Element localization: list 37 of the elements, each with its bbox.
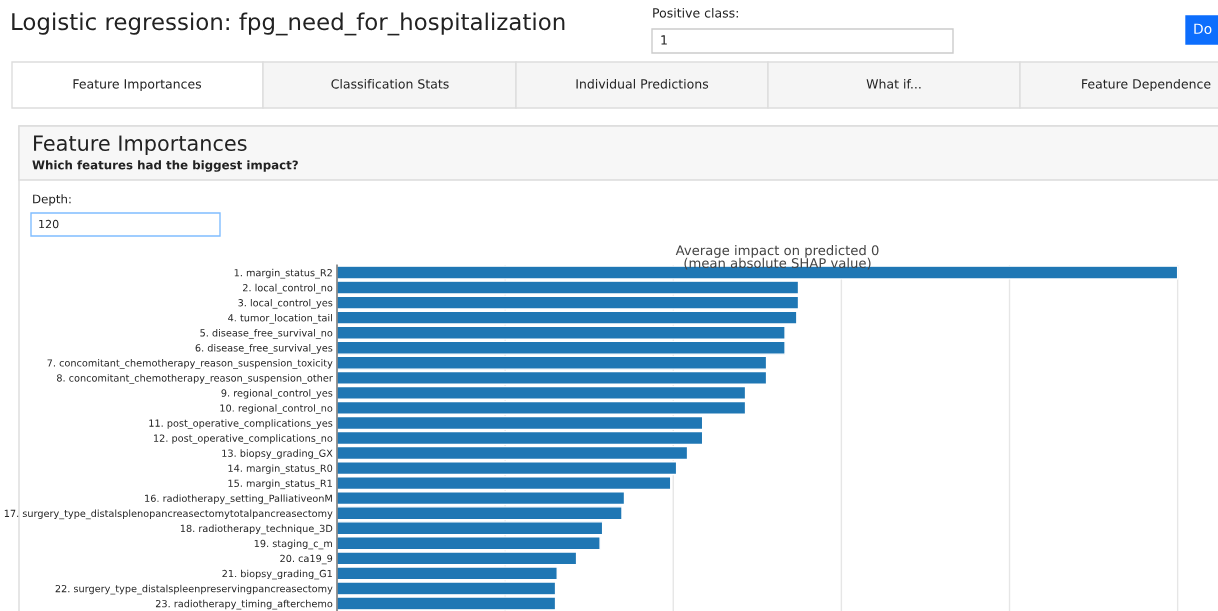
text: Individual Predictions — [576, 78, 709, 89]
y-tick-label: 23. radiotherapy_timing_afterchemo — [155, 599, 333, 610]
text: Which features had the biggest impact? — [32, 160, 298, 172]
text: Logistic regression: fpg_need_for_hospitalization — [12, 12, 565, 36]
text: 120 — [39, 219, 59, 229]
y-tick-label: 5. disease_free_survival_no — [200, 329, 333, 339]
y-tick-label: 20. ca19_9 — [280, 554, 333, 565]
y-tick-label: 14. margin_status_R0 — [228, 464, 333, 475]
y-tick-label: 13. biopsy_grading_GX — [222, 449, 333, 460]
text: 1 — [661, 35, 667, 45]
y-tick-label: 21. biopsy_grading_G1 — [222, 569, 332, 580]
y-tick-label: 6. disease_free_survival_yes — [195, 344, 333, 354]
y-tick-label: 7. concomitant_chemotherapy_reason_suspension_toxicity — [47, 359, 333, 369]
text: Classification Stats — [331, 78, 449, 89]
y-tick-label: 4. tumor_location_tail — [228, 313, 332, 324]
text: Do — [1194, 23, 1212, 35]
y-tick-label: 8. concomitant_chemotherapy_reason_suspension_other — [57, 374, 333, 384]
y-tick-label: 3. local_control_yes — [238, 298, 333, 309]
text: Depth: — [33, 194, 71, 206]
y-tick-label: 15. margin_status_R1 — [228, 479, 332, 490]
y-tick-label: 2. local_control_no — [243, 283, 333, 294]
text: Feature Importances — [34, 135, 247, 156]
y-tick-label: 1. margin_status_R2 — [234, 268, 332, 279]
text: Feature Dependence — [1082, 78, 1211, 92]
y-tick-label: 19. staging_c_m — [254, 539, 333, 550]
text: Feature Importances — [73, 79, 202, 92]
y-tick-label: 22. surgery_type_distalspleenpreservingpancreasectomy — [55, 584, 333, 595]
y-tick-label: 11. post_operative_complications_yes — [149, 419, 333, 429]
y-tick-label: 12. post_operative_complications_no — [154, 434, 333, 444]
text: What if... — [866, 78, 921, 89]
y-tick-label: 10. regional_control_no — [220, 404, 333, 414]
y-tick-label: 18. radiotherapy_technique_3D — [180, 524, 333, 535]
chart-title: Average impact on predicted 0 (mean absolute SHAP value) — [675, 245, 879, 270]
y-tick-label: 9. regional_control_yes — [221, 389, 333, 399]
y-tick-label: 17. surgery_type_distalsplenopancreasectomytotalpancreasectomy — [4, 509, 333, 520]
text: Positive class: — [653, 7, 738, 18]
y-tick-label: 16. radiotherapy_setting_PalliativeonM — [145, 494, 332, 505]
